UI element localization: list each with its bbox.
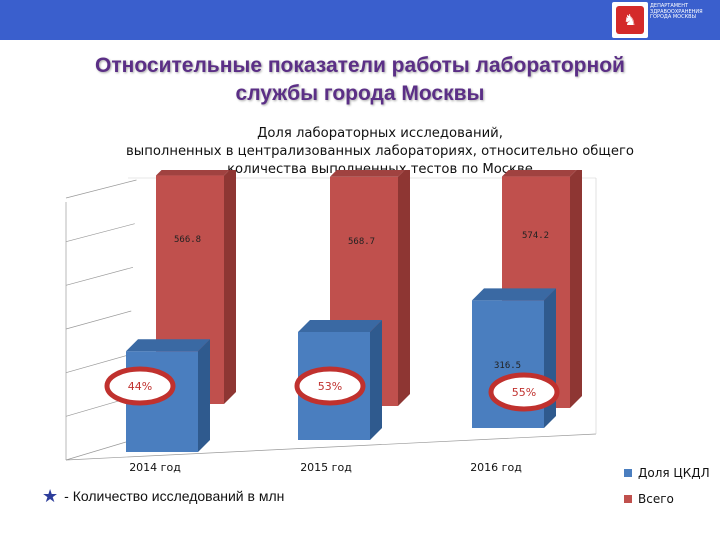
legend-swatch-red [624, 495, 632, 503]
gridline [65, 354, 130, 374]
bar-total-1-side [224, 170, 236, 404]
gridline [65, 223, 135, 243]
moscow-logo-icon: ♞ [612, 2, 648, 38]
department-logo-text: ДЕПАРТАМЕНТ ЗДРАВООХРАНЕНИЯ ГОРОДА МОСКВ… [650, 3, 703, 20]
gridline [65, 441, 127, 461]
bar-total-2-top [330, 170, 405, 177]
bar-ckdl-3-top [472, 288, 556, 301]
share-label-2: 53% [318, 380, 342, 393]
legend-label-ckdl: Доля ЦКДЛ [638, 466, 710, 480]
share-badge-1 [104, 366, 176, 406]
bar-chart: 566.8 568.7 574.2 316.5 44% 53% 55% 2014 год 201… [65, 170, 597, 474]
legend-item-ckdl: Доля ЦКДЛ [624, 466, 710, 480]
data-label-total-2: 568.7 [348, 237, 375, 247]
title-line-1: Относительные показатели работы лаборато… [95, 54, 625, 77]
footnote: ★ - Количество исследований в млн [42, 487, 284, 505]
bar-total-2-side [398, 170, 410, 406]
top-bar [0, 0, 720, 40]
share-label-3: 55% [512, 386, 536, 399]
axis-floor [65, 433, 597, 461]
bar-ckdl-1-side [198, 339, 210, 452]
title-line-2: службы города Москвы [235, 82, 485, 105]
chart-title-line-2: выполненных в централизованных лаборатор… [126, 144, 634, 159]
bar-total-3-side [570, 170, 582, 408]
gridline [65, 397, 128, 417]
bar-total-3-top [502, 170, 577, 177]
chart-title-line-1: Доля лабораторных исследований, [257, 126, 503, 141]
coat-of-arms-icon: ♞ [616, 6, 644, 34]
gridline [65, 179, 137, 199]
star-icon: ★ [42, 486, 59, 506]
bar-ckdl-2-top [298, 319, 382, 332]
category-label-3: 2016 год [470, 461, 522, 474]
bar-ckdl-1-top [126, 339, 210, 352]
share-badge-2 [294, 366, 366, 406]
category-label-2: 2015 год [300, 461, 352, 474]
share-badge-3 [488, 372, 560, 412]
data-label-total-3: 574.2 [522, 231, 549, 241]
category-label-1: 2014 год [129, 461, 181, 474]
page-title: Относительные показатели работы лаборато… [0, 52, 720, 108]
gridline [65, 266, 134, 286]
gridline [65, 310, 132, 330]
legend-label-total: Всего [638, 492, 674, 506]
legend-item-total: Всего [624, 492, 674, 506]
bar-ckdl-2-side [370, 319, 382, 440]
legend-swatch-blue [624, 469, 632, 477]
data-label-ckdl-3: 316.5 [494, 361, 521, 371]
bar-total-1-top [156, 170, 230, 176]
share-label-1: 44% [128, 380, 152, 393]
data-label-total-1: 566.8 [174, 235, 201, 245]
footnote-text: - Количество исследований в млн [64, 488, 285, 504]
